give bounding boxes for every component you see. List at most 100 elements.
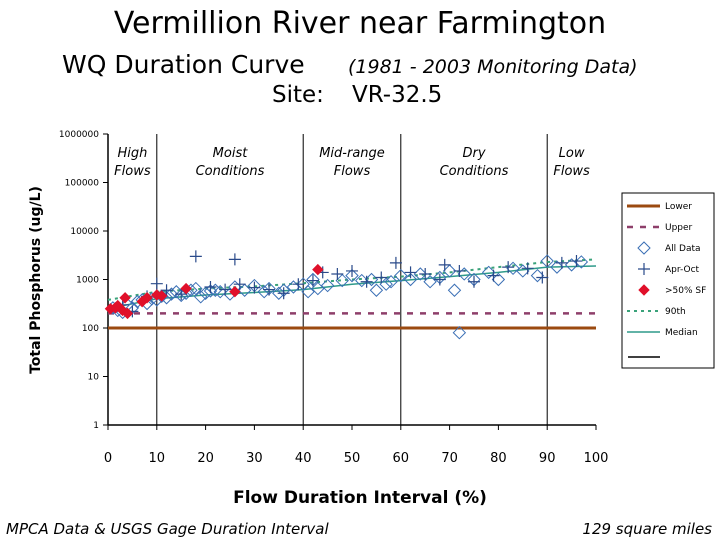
site-label: Site: bbox=[272, 82, 324, 108]
apr-oct-point bbox=[346, 264, 358, 277]
all-data-point bbox=[320, 278, 335, 293]
all-data-point bbox=[481, 265, 496, 280]
site-value: VR-32.5 bbox=[352, 82, 443, 108]
50-sf-point bbox=[121, 307, 134, 320]
50-sf-point bbox=[229, 286, 241, 298]
apr-oct-point bbox=[204, 281, 217, 294]
y-axis-title: Total Phosphorus (ug/L) bbox=[28, 186, 44, 374]
y-tick-label: 1 bbox=[93, 421, 99, 431]
x-tick-label: 80 bbox=[490, 451, 507, 466]
apr-oct-point bbox=[277, 287, 290, 300]
apr-oct-point bbox=[555, 256, 568, 269]
apr-oct-point bbox=[570, 255, 583, 268]
all-data-point bbox=[164, 287, 179, 301]
apr-oct-point bbox=[219, 283, 232, 296]
apr-oct-point bbox=[233, 278, 246, 291]
x-tick-label: 20 bbox=[197, 451, 214, 466]
all-data-point bbox=[394, 268, 408, 283]
apr-oct-point bbox=[331, 267, 344, 280]
90th-line bbox=[107, 258, 597, 301]
50-sf-point bbox=[119, 292, 131, 304]
apr-oct-point bbox=[404, 266, 417, 279]
apr-oct-point bbox=[433, 273, 446, 286]
y-tick-label: 100 bbox=[82, 324, 99, 334]
apr-oct-point bbox=[150, 277, 163, 290]
zone-label: High Flows bbox=[114, 146, 151, 179]
all-data-point bbox=[530, 268, 545, 283]
apr-oct-point bbox=[189, 250, 202, 263]
apr-oct-point bbox=[263, 283, 276, 296]
all-data-point bbox=[403, 272, 418, 287]
all-data-point bbox=[335, 273, 349, 288]
apr-oct-point bbox=[536, 271, 549, 284]
zone-label: Mid-range Flows bbox=[319, 146, 385, 179]
apr-oct-point bbox=[521, 262, 534, 275]
all-data-point bbox=[442, 264, 457, 278]
all-data-point bbox=[194, 290, 208, 304]
y-tick-label: 100000 bbox=[65, 179, 100, 189]
apr-oct-point bbox=[375, 271, 388, 284]
all-data-point bbox=[384, 275, 398, 289]
legend-item-upper: Upper bbox=[627, 223, 693, 233]
area-note: 129 square miles bbox=[582, 520, 712, 538]
all-data-point bbox=[516, 264, 530, 278]
apr-oct-point bbox=[248, 281, 261, 294]
all-data-point bbox=[272, 286, 286, 300]
legend-swatch bbox=[638, 284, 650, 296]
legend-box bbox=[621, 192, 715, 369]
all-data-point bbox=[506, 261, 520, 276]
legend-label: 90th bbox=[665, 307, 686, 317]
apr-oct-point bbox=[487, 269, 500, 282]
all-data-point bbox=[189, 281, 203, 296]
all-data-point bbox=[198, 286, 213, 300]
legend-item-apr-oct: Apr-Oct bbox=[638, 263, 700, 275]
x-tick-label: 40 bbox=[295, 451, 312, 466]
y-tick-label: 10000 bbox=[70, 227, 99, 237]
apr-oct-point bbox=[438, 258, 451, 271]
all-data-point bbox=[491, 272, 506, 287]
apr-oct-point bbox=[419, 267, 432, 280]
legend-label: All Data bbox=[665, 244, 701, 254]
50-sf-point bbox=[180, 282, 192, 295]
zone-label: Low Flows bbox=[553, 146, 590, 179]
legend-swatch bbox=[638, 263, 650, 275]
legend-item-lower: Lower bbox=[627, 202, 692, 212]
50-sf-point bbox=[312, 263, 324, 276]
apr-oct-point bbox=[389, 256, 402, 269]
x-tick-label: 10 bbox=[149, 451, 166, 466]
x-tick-label: 100 bbox=[584, 451, 609, 466]
all-data-point bbox=[369, 283, 384, 297]
all-data-point bbox=[345, 268, 359, 283]
legend-item-90th: 90th bbox=[627, 307, 686, 317]
all-data-point bbox=[301, 285, 315, 299]
50-sf-point bbox=[141, 292, 153, 304]
legend-swatch bbox=[637, 241, 651, 255]
apr-oct-point bbox=[228, 253, 241, 266]
source-note: MPCA Data & USGS Gage Duration Interval bbox=[6, 520, 329, 538]
apr-oct-point bbox=[175, 288, 188, 301]
y-tick-label: 1000 bbox=[76, 276, 99, 286]
legend-item-50-sf: >50% SF bbox=[638, 284, 706, 296]
x-tick-label: 0 bbox=[104, 451, 112, 466]
zone-label: Dry Conditions bbox=[440, 146, 509, 179]
apr-oct-point bbox=[360, 275, 373, 288]
legend-label: >50% SF bbox=[665, 286, 706, 296]
all-data-point bbox=[457, 267, 471, 281]
legend-label: Upper bbox=[665, 223, 693, 233]
all-data-point bbox=[203, 284, 218, 298]
all-data-point bbox=[208, 283, 223, 297]
chart-title: Vermillion River near Farmington bbox=[113, 6, 607, 41]
apr-oct-point bbox=[453, 264, 466, 277]
all-data-point bbox=[452, 325, 467, 340]
legend-item-all-data: All Data bbox=[637, 241, 701, 255]
all-data-point bbox=[447, 283, 462, 297]
chart-period: (1981 - 2003 Monitoring Data) bbox=[348, 56, 638, 78]
y-tick-label: 1000000 bbox=[59, 130, 99, 140]
legend-label: Lower bbox=[665, 202, 692, 212]
all-data-point bbox=[574, 255, 589, 269]
all-data-point bbox=[540, 254, 554, 268]
apr-oct-point bbox=[468, 275, 480, 288]
y-tick-label: 10 bbox=[88, 373, 100, 383]
legend: Lower Upper All Data Apr-Oct >50% SF 90th Medi… bbox=[621, 192, 715, 369]
